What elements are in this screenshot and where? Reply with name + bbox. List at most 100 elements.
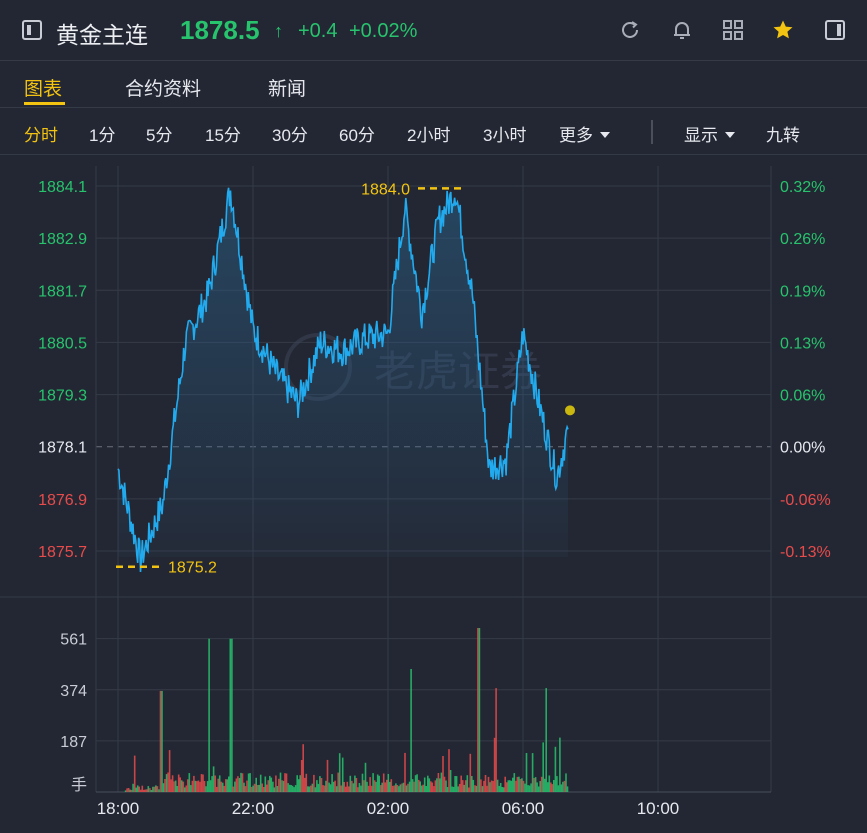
volume-bar xyxy=(366,781,368,792)
volume-bar xyxy=(509,780,511,792)
volume-bar xyxy=(126,788,128,792)
volume-bar xyxy=(437,773,440,792)
volume-bar xyxy=(443,776,446,792)
y-tick-label: 1884.1 xyxy=(38,179,87,196)
volume-bar xyxy=(537,786,540,792)
grid-icon[interactable] xyxy=(722,19,744,41)
volume-bar xyxy=(335,786,338,792)
volume-bar xyxy=(197,780,200,792)
volume-bar xyxy=(454,776,456,792)
volume-bar xyxy=(241,773,244,792)
volume-bar xyxy=(311,783,314,792)
volume-bar xyxy=(367,785,370,792)
volume-bar xyxy=(393,785,396,792)
high-label: 1884.0 xyxy=(361,181,410,198)
volume-bar xyxy=(258,784,260,792)
volume-bar xyxy=(396,785,399,792)
volume-tick-label: 187 xyxy=(60,734,87,751)
volume-bar xyxy=(263,787,265,792)
volume-bar xyxy=(360,785,362,792)
volume-bar xyxy=(428,778,431,792)
y-tick-label: 1875.7 xyxy=(38,544,87,561)
volume-bar xyxy=(472,779,475,792)
pct-tick-label: -0.13% xyxy=(780,544,831,561)
display-dropdown[interactable]: 显示 xyxy=(684,121,735,146)
volume-bar xyxy=(357,787,359,792)
volume-bar xyxy=(293,787,295,792)
volume-bar xyxy=(530,783,532,792)
volume-bar xyxy=(334,780,336,792)
more-dropdown[interactable]: 更多 xyxy=(559,121,610,146)
volume-bar xyxy=(553,780,555,792)
volume-bar xyxy=(285,773,288,792)
volume-bar xyxy=(493,737,496,792)
panel-icon[interactable] xyxy=(824,19,846,41)
tab-contract-info[interactable]: 合约资料 xyxy=(125,79,202,100)
x-tick-label: 02:00 xyxy=(367,799,410,818)
volume-bar xyxy=(343,782,345,792)
x-tick-label: 18:00 xyxy=(97,799,140,818)
period-2hour[interactable]: 2小时 xyxy=(407,126,451,145)
volume-bar xyxy=(381,782,383,792)
period-5min[interactable]: 5分 xyxy=(146,126,173,145)
pct-tick-label: 0.00% xyxy=(780,440,825,457)
volume-bar xyxy=(560,784,563,792)
period-1min[interactable]: 1分 xyxy=(89,126,116,145)
volume-bar xyxy=(188,773,191,792)
volume-bar xyxy=(341,757,344,792)
volume-bar xyxy=(266,784,268,792)
refresh-icon[interactable] xyxy=(619,19,641,41)
volume-bar xyxy=(226,779,229,792)
volume-bar xyxy=(211,776,213,792)
volume-bar xyxy=(363,780,365,792)
y-tick-label: 1880.5 xyxy=(38,335,87,352)
volume-bar xyxy=(296,775,298,792)
volume-bar xyxy=(463,784,465,792)
volume-bar xyxy=(436,778,438,792)
tab-chart[interactable]: 图表 xyxy=(24,79,63,100)
volume-bar xyxy=(474,785,476,792)
y-tick-label: 1881.7 xyxy=(38,283,87,300)
volume-bar xyxy=(237,776,239,792)
volume-bar xyxy=(217,778,219,792)
volume-bar xyxy=(276,786,279,792)
tab-news[interactable]: 新闻 xyxy=(268,79,307,100)
volume-bar xyxy=(136,785,139,792)
period-3hour[interactable]: 3小时 xyxy=(483,126,527,145)
volume-bar xyxy=(287,783,289,792)
period-timeshare[interactable]: 分时 xyxy=(24,126,58,145)
x-tick-label: 10:00 xyxy=(637,799,680,818)
x-tick-label: 22:00 xyxy=(232,799,275,818)
volume-bar xyxy=(179,777,181,792)
volume-bar xyxy=(562,781,564,792)
period-divider xyxy=(0,154,867,155)
period-30min[interactable]: 30分 xyxy=(272,126,308,145)
bell-icon[interactable] xyxy=(671,19,693,41)
volume-bar xyxy=(513,773,516,792)
volume-bar xyxy=(375,781,377,792)
volume-bar xyxy=(152,786,154,792)
volume-bar xyxy=(323,785,326,792)
volume-bar xyxy=(139,789,142,792)
volume-bar xyxy=(319,776,321,792)
volume-bar xyxy=(290,785,292,792)
volume-bar xyxy=(457,786,459,792)
nine-turn-button[interactable]: 九转 xyxy=(766,126,800,145)
star-icon[interactable] xyxy=(772,19,794,41)
volume-bar xyxy=(496,779,499,792)
volume-bar xyxy=(518,776,520,792)
period-15min[interactable]: 15分 xyxy=(205,126,241,145)
y-tick-label: 1882.9 xyxy=(38,231,87,248)
volume-bar xyxy=(202,774,204,792)
pct-tick-label: 0.13% xyxy=(780,335,825,352)
volume-bar xyxy=(464,780,467,792)
sidebar-toggle-icon[interactable] xyxy=(22,20,42,40)
price-change-pct: +0.02% xyxy=(349,20,418,42)
volume-bar xyxy=(190,785,192,792)
volume-bar xyxy=(550,782,552,792)
period-60min[interactable]: 60分 xyxy=(339,126,375,145)
volume-bar xyxy=(466,775,469,792)
volume-bar xyxy=(386,779,388,792)
volume-bar xyxy=(171,775,174,792)
